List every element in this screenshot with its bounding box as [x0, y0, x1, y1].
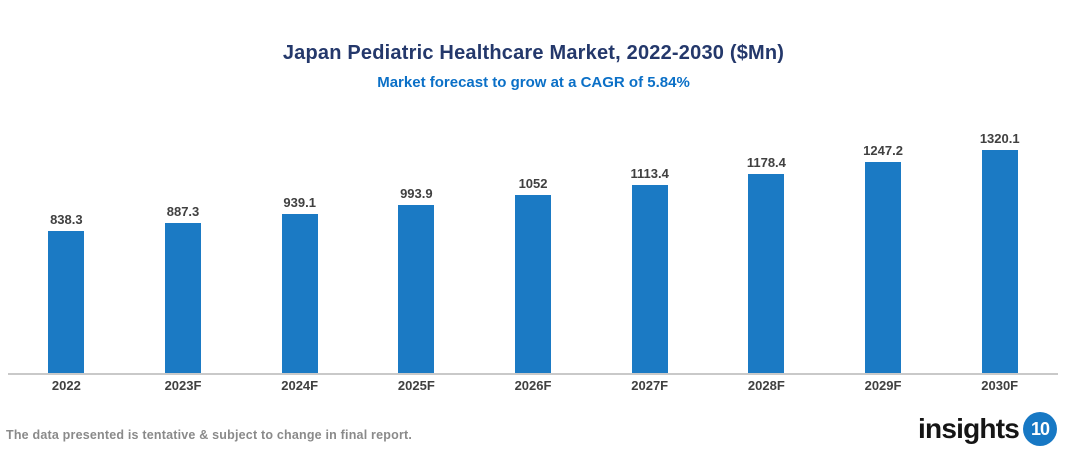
- bar-value-label: 1247.2: [863, 143, 903, 158]
- bar-column: 939.1: [241, 195, 358, 373]
- bar: [631, 185, 668, 373]
- bar-value-label: 1178.4: [746, 155, 786, 170]
- x-axis-label: 2022: [51, 378, 81, 393]
- bar-column: 1178.4: [708, 155, 825, 373]
- insights10-logo: insights 10: [918, 412, 1057, 446]
- bar-column: 1320.1: [941, 131, 1058, 373]
- logo-badge-10: 10: [1023, 412, 1057, 446]
- x-axis-label: 2024F: [281, 378, 319, 393]
- x-axis-label: 2027F: [631, 378, 669, 393]
- x-axis-label: 2026F: [514, 378, 552, 393]
- bar: [748, 174, 785, 373]
- bar: [48, 231, 85, 373]
- bar-column: 1247.2: [825, 143, 942, 373]
- bar-value-label: 838.3: [50, 212, 83, 227]
- bar-column: 993.9: [358, 186, 475, 373]
- bar-column: 1113.4: [591, 166, 708, 373]
- x-axis-label: 2023F: [164, 378, 202, 393]
- x-axis-labels: 2022 2023F 2024F 2025F 2026F 2027F 2028F 2029F 2…: [8, 378, 1058, 393]
- bar-column: 1052: [475, 176, 592, 373]
- bar-value-label: 887.3: [166, 204, 200, 219]
- chart-title: Japan Pediatric Healthcare Market, 2022-…: [282, 42, 785, 64]
- bar: [981, 150, 1018, 373]
- disclaimer-text: The data presented is tentative & subjec…: [6, 428, 413, 442]
- logo-text: insights: [918, 413, 1020, 444]
- x-axis-label: 2029F: [864, 378, 902, 393]
- chart-header: Japan Pediatric Healthcare Market, 2022-…: [0, 42, 1067, 91]
- bar: [281, 214, 318, 373]
- bar-value-label: 1052: [518, 176, 548, 191]
- x-axis-label: 2025F: [397, 378, 435, 393]
- bar: [165, 223, 201, 373]
- x-axis-label: 2030F: [981, 378, 1019, 393]
- x-axis-line: [8, 373, 1058, 375]
- bar-plot-area: 838.3 887.3 939.1 993.9 1052 1113.4 1178.4 1247…: [8, 100, 1058, 373]
- bar: [865, 162, 902, 373]
- bar: [515, 195, 552, 373]
- x-axis-label: 2028F: [747, 378, 785, 393]
- bar-value-label: 993.9: [400, 186, 433, 201]
- bar-value-label: 939.1: [283, 195, 316, 210]
- bar-value-label: 1320.1: [979, 131, 1020, 146]
- bar-value-label: 1113.4: [630, 166, 669, 181]
- bar-column: 838.3: [8, 212, 125, 373]
- bar-column: 887.3: [125, 204, 242, 373]
- bar: [398, 205, 435, 373]
- chart-subtitle: Market forecast to grow at a CAGR of 5.8…: [377, 74, 690, 91]
